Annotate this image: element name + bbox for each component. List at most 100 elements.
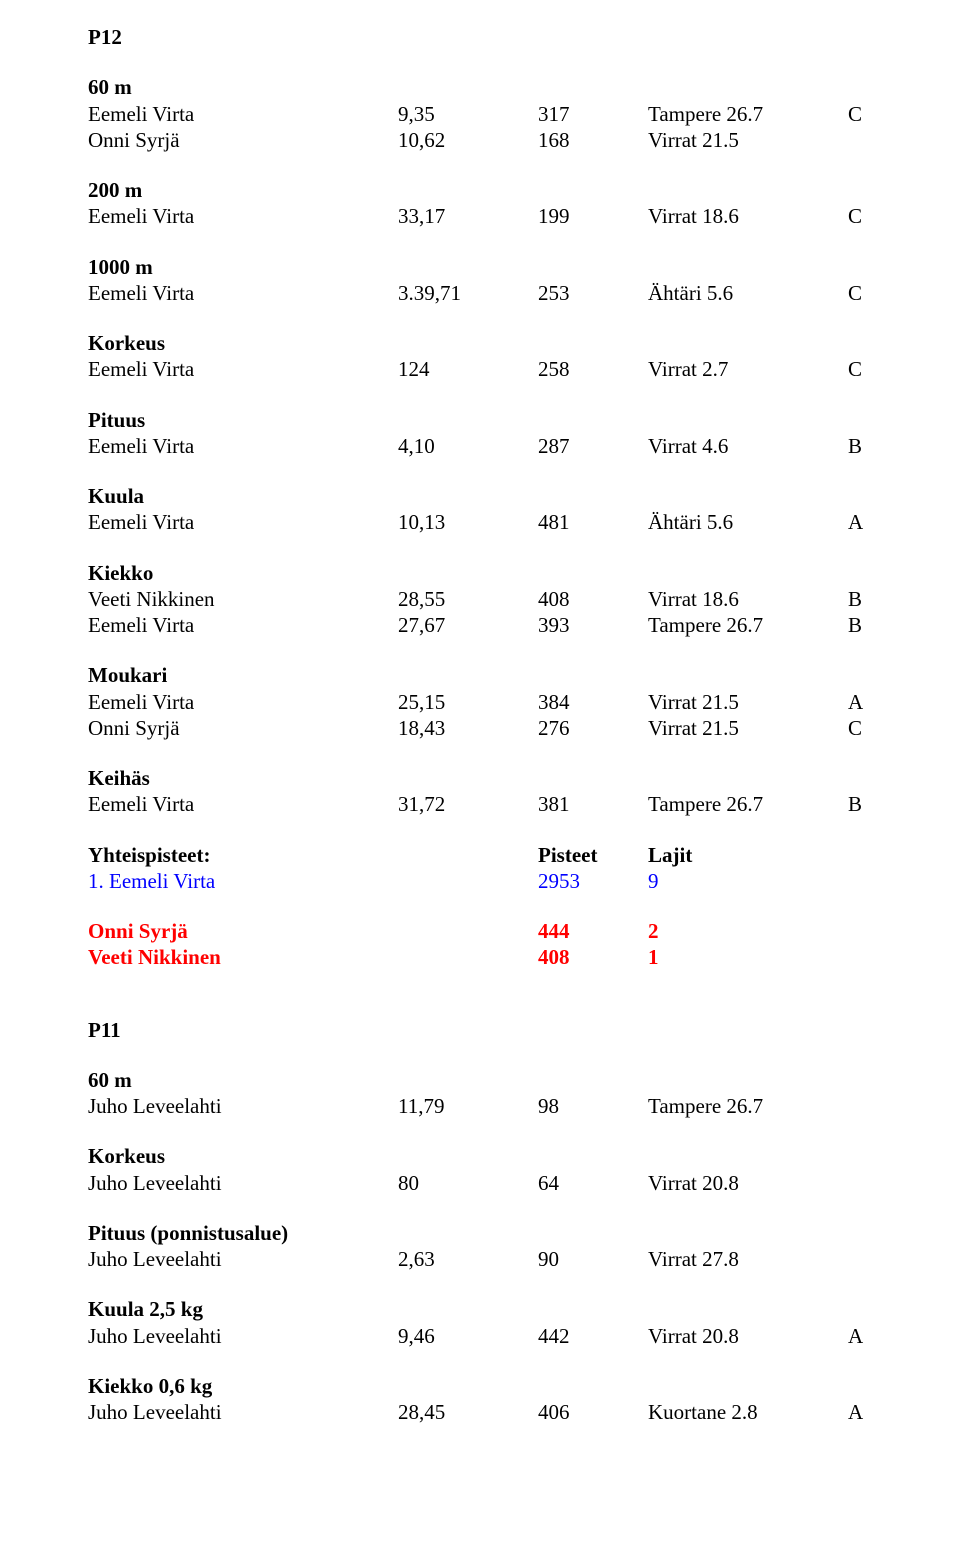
- result-value-1: 18,43: [398, 715, 538, 741]
- result-value-2: 393: [538, 612, 648, 638]
- event-heading: Korkeus: [88, 330, 900, 356]
- result-row: Eemeli Virta9,35317Tampere 26.7C: [88, 101, 900, 127]
- result-row: Eemeli Virta31,72381Tampere 26.7B: [88, 791, 900, 817]
- result-row: Eemeli Virta27,67393Tampere 26.7B: [88, 612, 900, 638]
- result-value-2: 258: [538, 356, 648, 382]
- result-value-1: 33,17: [398, 203, 538, 229]
- athlete-name: Onni Syrjä: [88, 715, 398, 741]
- result-value-2: 90: [538, 1246, 648, 1272]
- event-heading: 1000 m: [88, 254, 900, 280]
- result-value-2: 287: [538, 433, 648, 459]
- yp-extra-lajit: 2: [648, 918, 758, 944]
- result-grade: C: [848, 715, 878, 741]
- result-venue: Virrat 20.8: [648, 1323, 848, 1349]
- result-venue: Virrat 18.6: [648, 203, 848, 229]
- result-row: Juho Leveelahti28,45406Kuortane 2.8A: [88, 1399, 900, 1425]
- athlete-name: Juho Leveelahti: [88, 1399, 398, 1425]
- result-value-1: 3.39,71: [398, 280, 538, 306]
- result-venue: Tampere 26.7: [648, 791, 848, 817]
- result-row: Juho Leveelahti8064Virrat 20.8: [88, 1170, 900, 1196]
- result-value-2: 381: [538, 791, 648, 817]
- result-value-2: 317: [538, 101, 648, 127]
- result-value-1: 4,10: [398, 433, 538, 459]
- event-heading: Pituus (ponnistusalue): [88, 1220, 900, 1246]
- result-venue: Kuortane 2.8: [648, 1399, 848, 1425]
- result-value-1: 10,62: [398, 127, 538, 153]
- result-value-2: 64: [538, 1170, 648, 1196]
- result-row: Eemeli Virta4,10287Virrat 4.6B: [88, 433, 900, 459]
- result-row: Eemeli Virta124258Virrat 2.7C: [88, 356, 900, 382]
- athlete-name: Veeti Nikkinen: [88, 586, 398, 612]
- result-venue: Virrat 18.6: [648, 586, 848, 612]
- yhteispisteet-header: Yhteispisteet:PisteetLajit: [88, 842, 900, 868]
- athlete-name: Juho Leveelahti: [88, 1323, 398, 1349]
- result-grade: B: [848, 586, 878, 612]
- result-row: Onni Syrjä18,43276Virrat 21.5C: [88, 715, 900, 741]
- result-value-2: 481: [538, 509, 648, 535]
- result-grade: C: [848, 356, 878, 382]
- yp-label: Yhteispisteet:: [88, 842, 538, 868]
- athlete-name: Eemeli Virta: [88, 101, 398, 127]
- event-heading: 60 m: [88, 74, 900, 100]
- result-value-2: 253: [538, 280, 648, 306]
- result-venue: Virrat 4.6: [648, 433, 848, 459]
- yp-extra-lajit: 1: [648, 944, 758, 970]
- result-value-1: 27,67: [398, 612, 538, 638]
- result-venue: Virrat 20.8: [648, 1170, 848, 1196]
- athlete-name: Onni Syrjä: [88, 127, 398, 153]
- event-heading: Kiekko 0,6 kg: [88, 1373, 900, 1399]
- athlete-name: Juho Leveelahti: [88, 1170, 398, 1196]
- athlete-name: Eemeli Virta: [88, 612, 398, 638]
- event-heading: Keihäs: [88, 765, 900, 791]
- result-grade: A: [848, 689, 878, 715]
- yp-extra-points: 408: [538, 944, 648, 970]
- result-value-1: 9,46: [398, 1323, 538, 1349]
- athlete-name: Eemeli Virta: [88, 791, 398, 817]
- result-row: Eemeli Virta10,13481Ähtäri 5.6A: [88, 509, 900, 535]
- result-venue: Tampere 26.7: [648, 612, 848, 638]
- yp-extra-row: Onni Syrjä4442: [88, 918, 900, 944]
- result-value-2: 408: [538, 586, 648, 612]
- result-value-2: 442: [538, 1323, 648, 1349]
- result-grade: A: [848, 1399, 878, 1425]
- athlete-name: Juho Leveelahti: [88, 1246, 398, 1272]
- result-row: Juho Leveelahti9,46442Virrat 20.8A: [88, 1323, 900, 1349]
- result-value-1: 31,72: [398, 791, 538, 817]
- yp-pts-header: Pisteet: [538, 842, 648, 868]
- result-grade: C: [848, 280, 878, 306]
- result-value-1: 28,55: [398, 586, 538, 612]
- result-grade: A: [848, 509, 878, 535]
- result-value-1: 28,45: [398, 1399, 538, 1425]
- result-row: Juho Leveelahti2,6390Virrat 27.8: [88, 1246, 900, 1272]
- athlete-name: Juho Leveelahti: [88, 1093, 398, 1119]
- result-row: Juho Leveelahti11,7998Tampere 26.7: [88, 1093, 900, 1119]
- result-grade: C: [848, 101, 878, 127]
- group-title-p12: P12: [88, 24, 900, 50]
- result-value-1: 80: [398, 1170, 538, 1196]
- result-row: Eemeli Virta25,15384Virrat 21.5A: [88, 689, 900, 715]
- result-venue: Virrat 21.5: [648, 715, 848, 741]
- result-value-2: 384: [538, 689, 648, 715]
- result-venue: Virrat 2.7: [648, 356, 848, 382]
- event-heading: Korkeus: [88, 1143, 900, 1169]
- result-grade: B: [848, 791, 878, 817]
- result-row: Eemeli Virta33,17199Virrat 18.6C: [88, 203, 900, 229]
- athlete-name: Eemeli Virta: [88, 689, 398, 715]
- result-venue: Ähtäri 5.6: [648, 509, 848, 535]
- result-venue: Ähtäri 5.6: [648, 280, 848, 306]
- event-heading: Kuula 2,5 kg: [88, 1296, 900, 1322]
- result-grade: A: [848, 1323, 878, 1349]
- result-row: Eemeli Virta3.39,71253Ähtäri 5.6C: [88, 280, 900, 306]
- result-row: Veeti Nikkinen28,55408Virrat 18.6B: [88, 586, 900, 612]
- result-row: Onni Syrjä10,62168Virrat 21.5: [88, 127, 900, 153]
- result-venue: Virrat 21.5: [648, 689, 848, 715]
- result-value-2: 199: [538, 203, 648, 229]
- result-value-1: 10,13: [398, 509, 538, 535]
- result-venue: Virrat 27.8: [648, 1246, 848, 1272]
- result-grade: B: [848, 433, 878, 459]
- result-value-2: 276: [538, 715, 648, 741]
- result-value-2: 98: [538, 1093, 648, 1119]
- event-heading: Pituus: [88, 407, 900, 433]
- result-venue: Tampere 26.7: [648, 1093, 848, 1119]
- yp-extra-row: Veeti Nikkinen4081: [88, 944, 900, 970]
